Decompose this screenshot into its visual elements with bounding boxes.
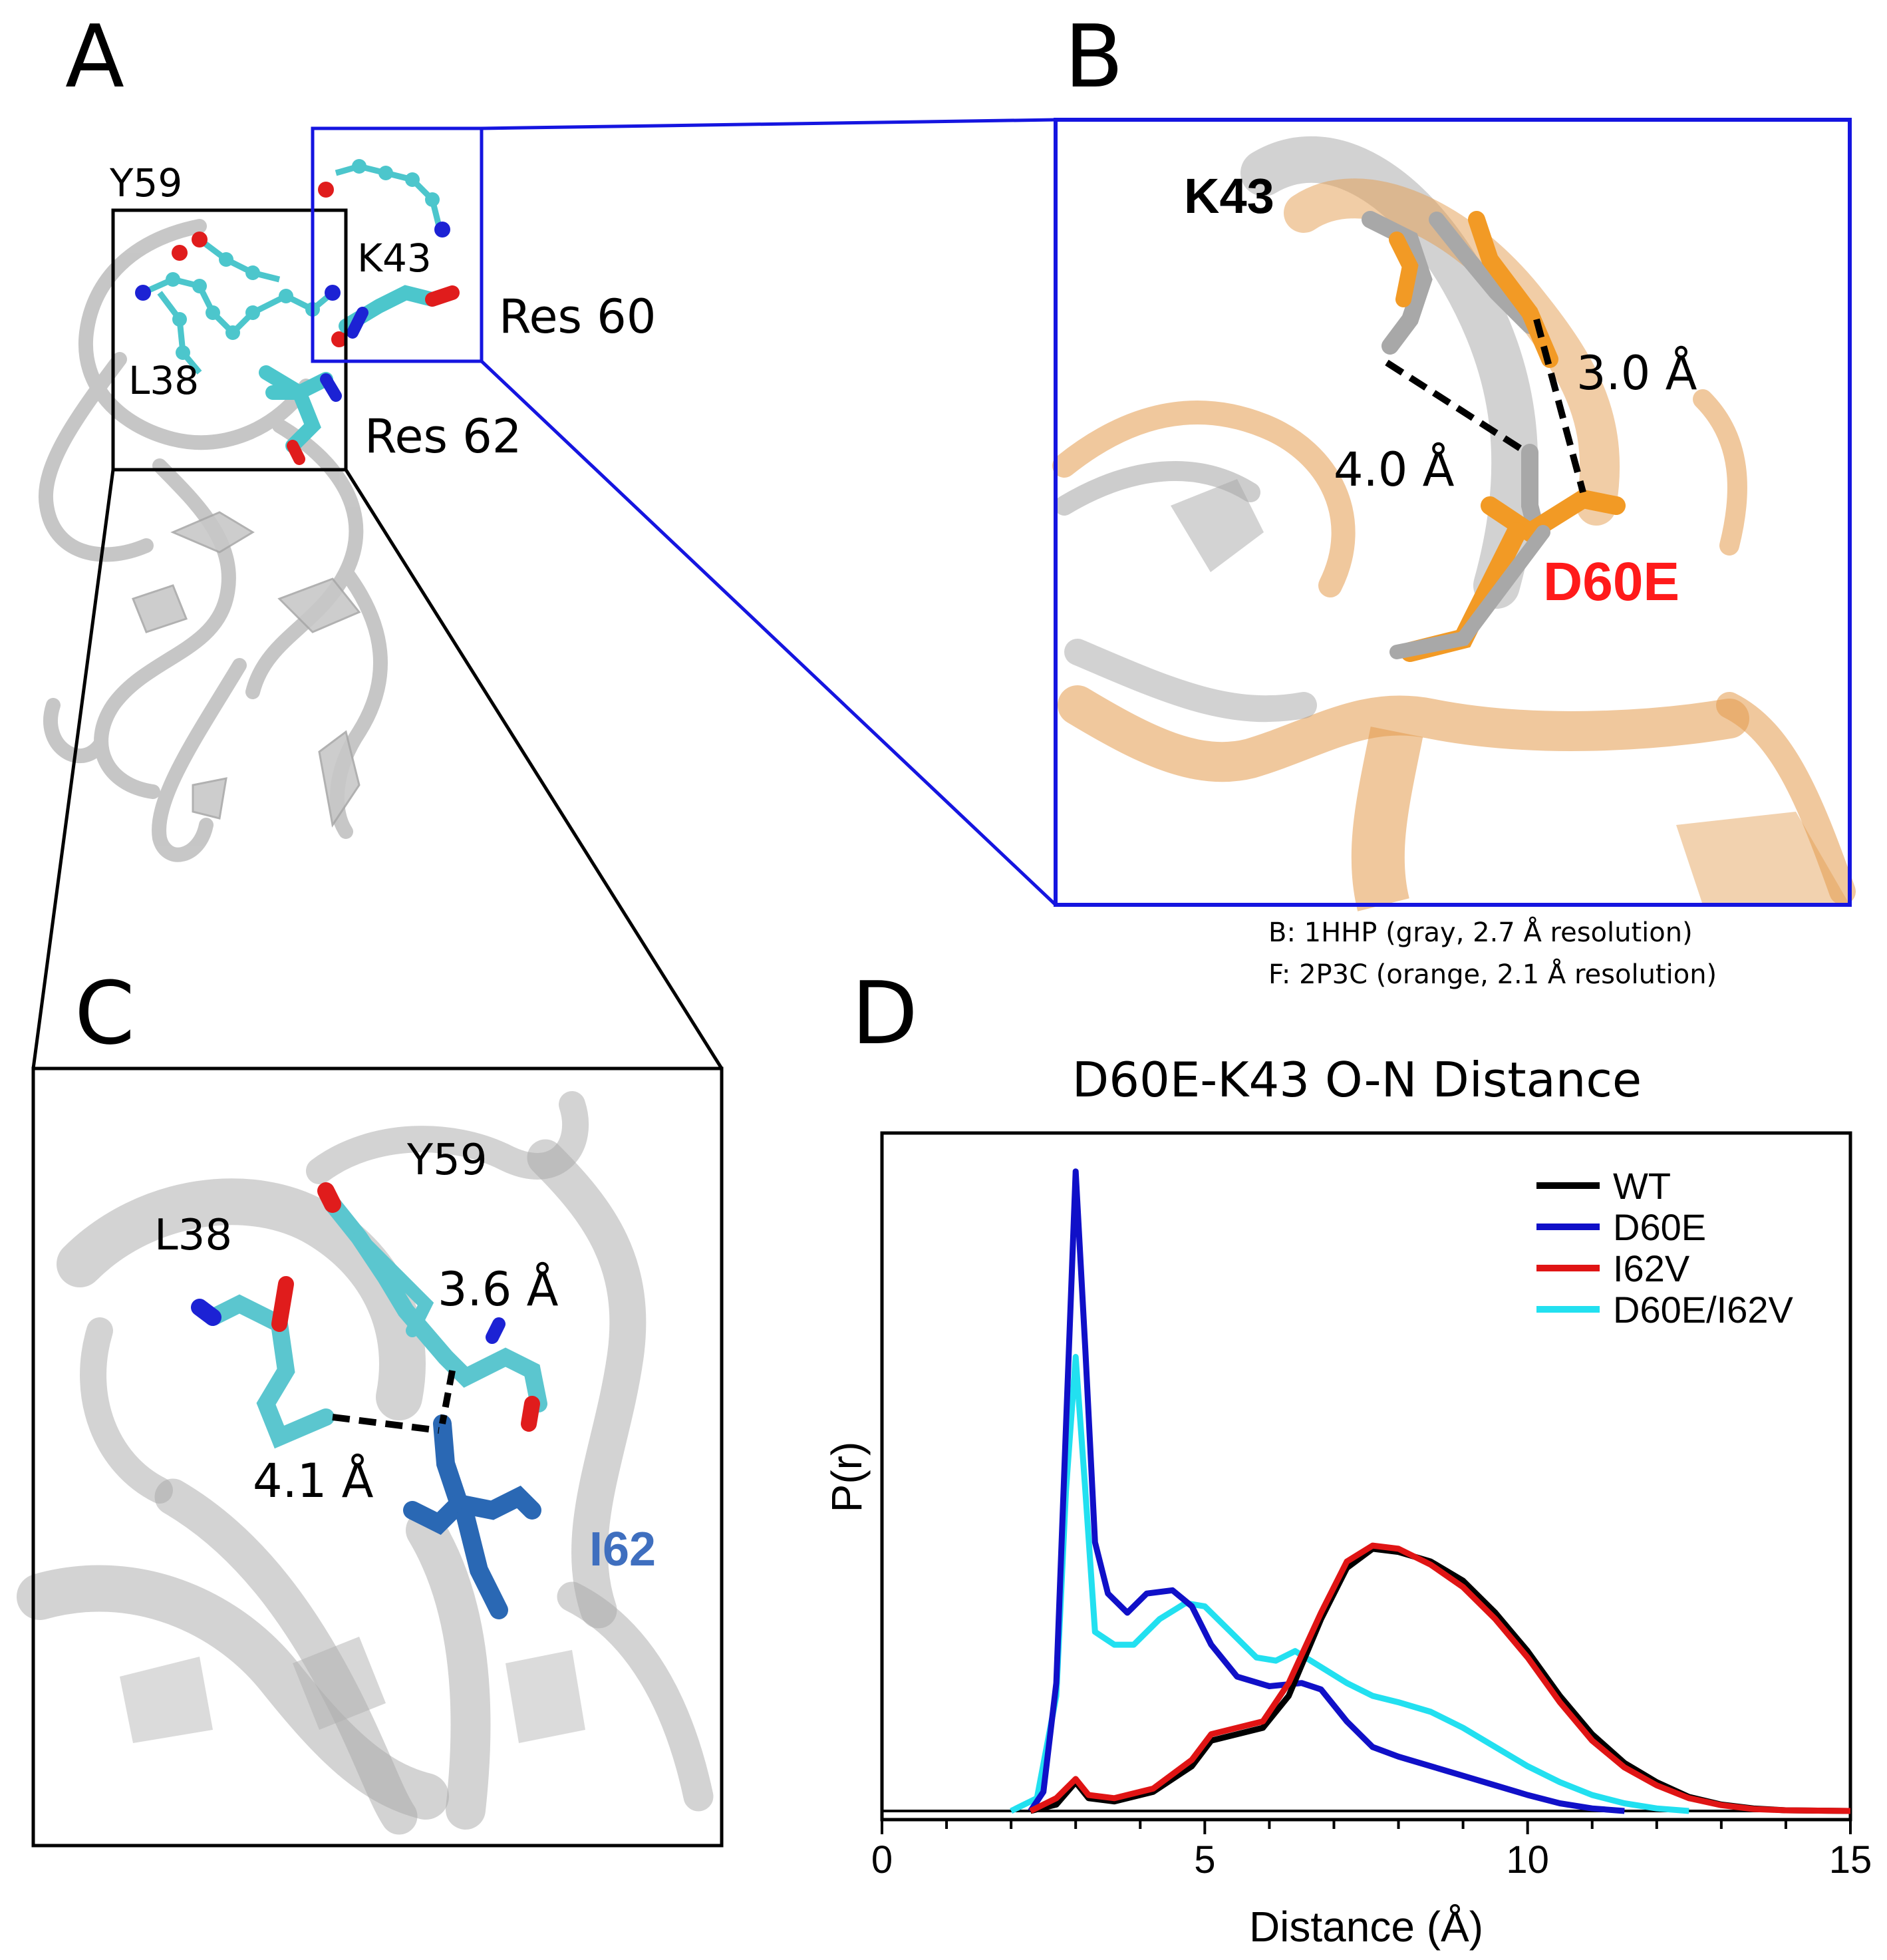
panel-c-label-y59: Y59 (406, 1136, 488, 1185)
panel-a-residues (135, 159, 460, 465)
panel-b-label-k43: K43 (1184, 168, 1274, 224)
series-line-i62v (1029, 1542, 1851, 1814)
legend-label: D60E/I62V (1613, 1289, 1793, 1331)
panel-c-label-l38: L38 (154, 1211, 232, 1260)
x-tick-label: 15 (1829, 1838, 1872, 1881)
legend-label: D60E (1613, 1206, 1706, 1248)
panel-c-frame (31, 1066, 724, 1848)
panel-c-structure (17, 1091, 714, 1835)
panel-a: A (38, 6, 656, 862)
panel-a-black-box (111, 208, 348, 472)
legend-label: I62V (1613, 1247, 1690, 1289)
panel-b-frame (1054, 118, 1852, 907)
panel-d: D D60E-K43 O-N Distance 0 5 10 15 Distance … (823, 963, 1872, 1951)
chart-title: D60E-K43 O-N Distance (1072, 1052, 1642, 1108)
panel-b-label-d60e: D60E (1543, 552, 1679, 612)
panel-b: B K43 3.0 Å (1052, 6, 1856, 990)
panel-a-blue-box (311, 126, 484, 363)
legend-label: WT (1613, 1165, 1671, 1207)
panel-a-label-y59: Y59 (109, 160, 182, 206)
panel-b-caption-line-2: F: 2P3C (orange, 2.1 Å resolution) (1268, 958, 1717, 990)
chart-plot-frame (880, 1131, 1852, 1822)
chart-series (882, 1168, 1851, 1814)
panel-c-label-dist-4-1: 4.1 Å (253, 1454, 374, 1508)
panel-a-label-res62: Res 62 (364, 409, 521, 464)
chart-y-axis-label: P(r) (823, 1442, 871, 1513)
panel-c-label-i62: I62 (589, 1523, 656, 1576)
zoom-connectors (31, 118, 1057, 1070)
panel-c: C (17, 963, 724, 1848)
panel-b-caption-line-1: B: 1HHP (gray, 2.7 Å resolution) (1268, 916, 1693, 948)
panel-a-letter: A (65, 6, 124, 107)
panel-a-label-k43: K43 (357, 236, 432, 281)
panel-b-structure (1052, 136, 1856, 911)
panel-a-beta-arrows (132, 511, 361, 828)
series-line-d60e-i62v (1010, 1354, 1689, 1814)
panel-a-label-res60: Res 60 (499, 289, 656, 344)
panel-b-letter: B (1064, 6, 1123, 107)
panel-c-letter: C (74, 963, 135, 1064)
x-tick-label: 5 (1194, 1838, 1215, 1881)
panel-d-letter: D (851, 963, 918, 1064)
panel-c-label-dist-3-6: 3.6 Å (438, 1262, 559, 1317)
panel-b-label-dist-4-0: 4.0 Å (1334, 442, 1455, 497)
chart-x-axis-label: Distance (Å) (1249, 1903, 1483, 1951)
series-line-d60e (1028, 1168, 1625, 1814)
chart-x-axis: 0 5 10 15 (871, 1820, 1872, 1881)
panel-b-label-dist-3-0: 3.0 Å (1576, 346, 1697, 401)
panel-a-label-l38: L38 (128, 358, 199, 403)
x-tick-label: 10 (1506, 1838, 1549, 1881)
x-tick-label: 0 (871, 1838, 893, 1881)
